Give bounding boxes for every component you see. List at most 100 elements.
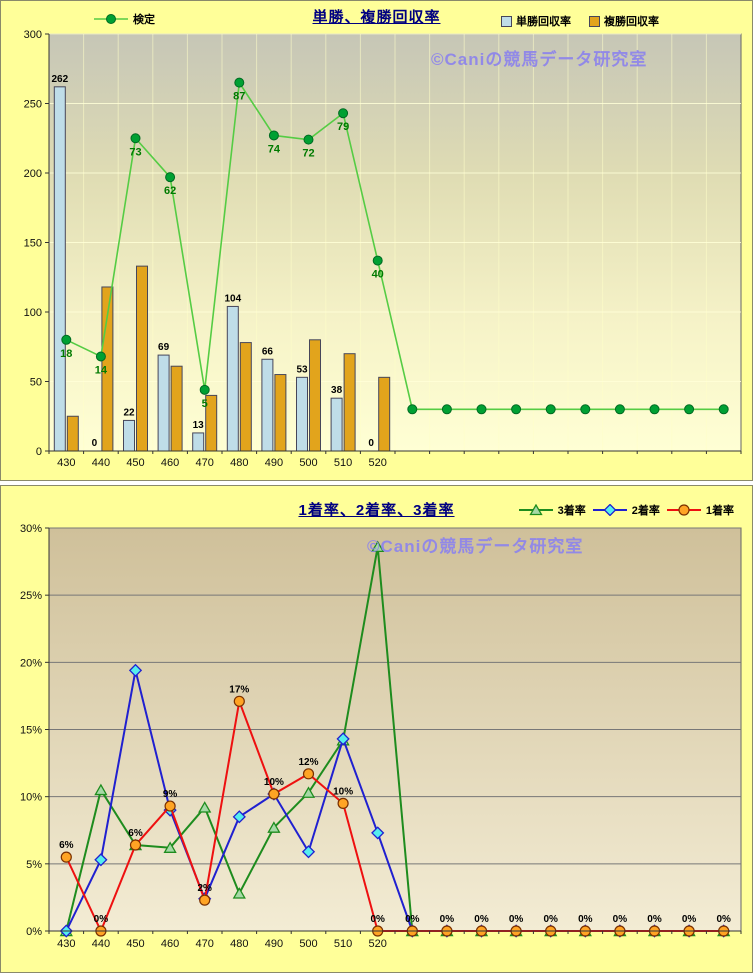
win-return-value-label: 53 <box>296 364 308 375</box>
place-return-legend-item: 複勝回収率 <box>589 13 659 29</box>
x-axis-label: 460 <box>161 938 179 950</box>
y-axis-label: 20% <box>20 657 42 669</box>
win-return-bar <box>261 358 274 452</box>
x-axis-label: 450 <box>126 938 144 950</box>
place-return-bar <box>309 339 321 452</box>
x-axis-label: 510 <box>334 938 352 950</box>
win-return-value-label: 262 <box>51 74 68 85</box>
first-place-rate-value-label: 2% <box>197 883 212 894</box>
y-axis-label: 150 <box>24 238 42 250</box>
kentei-marker <box>476 404 487 415</box>
x-axis-label: 520 <box>369 938 387 950</box>
kentei-value-label: 18 <box>60 348 72 360</box>
first-place-rate-value-label: 9% <box>163 789 178 800</box>
third-place-rate-marker <box>267 821 281 833</box>
kentei-line-marker-icon <box>94 14 128 24</box>
kentei-marker <box>61 334 72 345</box>
third-place-rate-marker <box>371 540 385 553</box>
win-return-bar <box>53 86 66 452</box>
first-place-rate-marker <box>302 768 315 780</box>
kentei-marker <box>684 404 695 415</box>
first-place-rate-marker-icon <box>666 504 701 516</box>
kentei-value-label: 73 <box>129 146 141 158</box>
x-axis-label: 470 <box>196 457 214 469</box>
first-place-rate-value-label: 0% <box>647 914 662 925</box>
top-chart-canvas: 0 50 100 150 200 250 300 262 0 22 69 13 104 66 53 38 0 18… <box>24 29 742 469</box>
x-axis-label: 500 <box>299 457 317 469</box>
first-place-rate-marker <box>233 695 245 707</box>
y-axis-label: 100 <box>24 307 42 319</box>
kentei-value-label: 79 <box>337 121 349 133</box>
place-return-bar <box>239 342 252 452</box>
kentei-marker <box>95 351 106 362</box>
first-place-rate-marker <box>60 851 72 863</box>
first-place-rate-value-label: 0% <box>509 914 524 925</box>
first-place-rate-value-label: 10% <box>333 786 353 797</box>
first-place-rate-value-label: 0% <box>682 914 697 925</box>
win-place-return-chart-panel: 検定 単勝、複勝回収率 単勝回収率 複勝回収率 ©Caniの競馬データ研究室 0… <box>0 0 753 481</box>
kentei-value-label: 72 <box>302 148 314 160</box>
second-place-rate-marker-icon <box>592 504 627 516</box>
x-axis-label: 490 <box>265 457 283 469</box>
third-place-rate-legend-item: 3着率 <box>518 502 586 518</box>
kentei-marker <box>649 404 660 415</box>
win-return-legend-item: 単勝回収率 <box>501 13 571 29</box>
win-return-legend-label: 単勝回収率 <box>516 16 571 28</box>
x-axis-label: 490 <box>265 938 283 950</box>
kentei-value-label: 40 <box>372 269 384 281</box>
place-return-bar <box>66 415 79 452</box>
first-place-rate-value-label: 6% <box>128 828 143 839</box>
y-axis-label: 30% <box>20 523 42 535</box>
third-place-rate-marker <box>163 841 177 853</box>
kentei-value-label: 87 <box>233 91 245 103</box>
x-axis-label: 450 <box>126 457 144 469</box>
first-place-rate-marker <box>164 800 176 812</box>
first-place-rate-legend-label: 1着率 <box>705 505 734 517</box>
top-bar-legend: 単勝回収率 複勝回収率 <box>501 13 659 29</box>
win-return-value-label: 0 <box>92 438 98 449</box>
kentei-marker <box>545 404 556 415</box>
win-return-value-label: 38 <box>331 385 343 396</box>
win-return-bar <box>330 397 343 452</box>
second-place-rate-marker <box>128 663 143 678</box>
first-place-rate-marker <box>337 797 349 809</box>
kentei-value-label: 62 <box>164 185 176 197</box>
place-return-bar <box>274 374 287 452</box>
second-place-rate-legend-label: 2着率 <box>631 505 660 517</box>
x-axis-label: 460 <box>161 457 179 469</box>
second-place-rate-marker <box>232 810 246 824</box>
kentei-marker <box>130 133 141 144</box>
x-axis-label: 440 <box>92 938 110 950</box>
first-place-rate-value-label: 0% <box>578 914 593 925</box>
win-return-value-label: 13 <box>193 420 205 431</box>
kentei-marker <box>303 134 314 145</box>
kentei-marker <box>580 404 591 415</box>
second-place-rate-marker <box>94 853 108 867</box>
kentei-marker <box>338 108 349 119</box>
y-axis-label: 0 <box>36 446 42 458</box>
x-axis-label: 520 <box>369 457 387 469</box>
y-axis-label: 300 <box>24 29 42 41</box>
second-place-rate-marker <box>336 732 350 746</box>
x-axis-label: 430 <box>57 457 75 469</box>
watermark: ©Caniの競馬データ研究室 <box>431 50 648 69</box>
win-return-bar <box>123 419 135 452</box>
x-axis-label: 480 <box>230 457 248 469</box>
y-axis-label: 250 <box>24 99 42 111</box>
place-return-bar <box>378 376 391 452</box>
first-place-rate-value-label: 0% <box>440 914 455 925</box>
first-place-rate-value-label: 0% <box>370 914 385 925</box>
watermark: ©Caniの競馬データ研究室 <box>367 537 584 556</box>
kentei-legend: 検定 <box>93 11 155 27</box>
kentei-value-label: 74 <box>268 143 281 155</box>
first-place-rate-value-label: 0% <box>716 914 731 925</box>
x-axis-label: 510 <box>334 457 352 469</box>
top-chart-title: 単勝、複勝回収率 <box>312 9 441 26</box>
win-return-value-label: 69 <box>158 342 170 353</box>
place-return-legend-label: 複勝回収率 <box>604 16 659 28</box>
x-axis-label: 430 <box>57 938 75 950</box>
win-return-value-label: 66 <box>262 346 274 357</box>
third-place-rate-legend-label: 3着率 <box>557 505 586 517</box>
x-axis-label: 440 <box>92 457 110 469</box>
